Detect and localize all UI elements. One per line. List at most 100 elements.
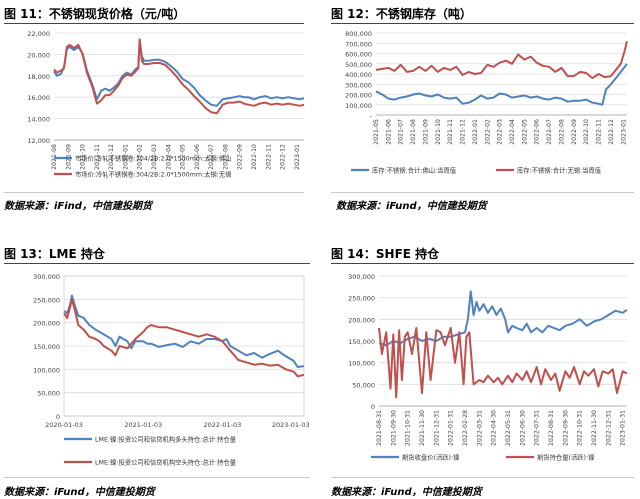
legend-label-1: 期货收盘价(活跃):镍 — [402, 453, 459, 462]
series-line-2 — [63, 298, 305, 378]
y-tick-label: 200,000 — [348, 316, 375, 324]
x-tick-label: 2023-01 — [294, 144, 301, 170]
fig11-bottom-rule — [4, 192, 304, 193]
y-tick-label: 50,000 — [352, 381, 375, 389]
x-tick-label: 2021-01-03 — [124, 421, 162, 429]
x-tick-label: 2022-02 — [484, 119, 491, 145]
x-tick-label: 2023-01 — [620, 119, 627, 145]
y-tick-label: 100,000 — [33, 366, 60, 374]
x-tick-label: 2022-09 — [237, 144, 244, 170]
fig12-top-rule — [331, 23, 634, 24]
x-tick-label: 2021-11 — [94, 144, 101, 170]
y-tick-label: 100,000 — [348, 360, 375, 368]
y-tick-label: 300,000 — [345, 81, 372, 89]
series-line-2 — [375, 40, 628, 80]
y-tick-label: 200,000 — [33, 320, 60, 328]
x-tick-label: 2022-04-30 — [491, 410, 498, 446]
fig12-source: 数据来源：iFund，中信建投期货 — [336, 201, 487, 212]
y-tick-label: 300,000 — [33, 273, 60, 281]
x-tick-label: 2021-05 — [373, 119, 380, 145]
series-line-2 — [378, 327, 628, 399]
x-tick-label: 2022-11-30 — [591, 410, 598, 446]
x-tick-label: 2021-06 — [385, 119, 392, 145]
x-tick-label: 2022-08 — [222, 144, 229, 170]
fig14-title: 图 14：SHFE 持仓 — [331, 247, 440, 261]
x-tick-label: 2022-06-30 — [519, 410, 526, 446]
x-tick-label: 2021-09 — [422, 119, 429, 145]
fig14-bottom-rule — [331, 477, 634, 478]
x-tick-label: 2021-07 — [398, 119, 405, 145]
x-tick-label: 2022-04 — [509, 119, 516, 145]
series-line-1 — [53, 40, 305, 107]
x-tick-label: 2021-12 — [460, 119, 467, 145]
y-tick-label: 0 — [371, 403, 375, 411]
x-tick-label: 2022-11 — [596, 119, 603, 145]
x-tick-label: 2023-01-31 — [620, 410, 627, 446]
x-tick-label: 2022-12 — [280, 144, 287, 170]
x-tick-label: 2022-01-03 — [204, 421, 242, 429]
x-tick-label: 2022-12-31 — [605, 410, 612, 446]
x-tick-label: 2022-09-30 — [562, 410, 569, 446]
x-tick-label: 2022-04 — [165, 144, 172, 170]
y-tick-label: 14,000 — [27, 116, 50, 124]
legend-label-2: 期货持仓量(活跃):镍 — [537, 453, 594, 462]
x-tick-label: 2022-02-28 — [462, 410, 469, 446]
y-tick-label: 150,000 — [348, 338, 375, 346]
legend-label-2: 库存:不锈钢:合计:无锡:当周值 — [517, 166, 602, 175]
y-tick-label: 12,000 — [27, 137, 50, 145]
y-tick-label: 800,000 — [345, 30, 372, 38]
fig13-top-rule — [4, 263, 310, 264]
x-tick-label: 2022-07 — [546, 119, 553, 145]
y-tick-label: - — [370, 112, 373, 120]
x-tick-label: 2021-12-31 — [433, 410, 440, 446]
series-line-1 — [63, 294, 305, 368]
y-tick-label: 500,000 — [345, 61, 372, 69]
x-tick-label: 2022-02 — [137, 144, 144, 170]
fig14-chart: 0 50,000 100,000 150,000 200,000 250,000 300,0… — [348, 273, 628, 462]
x-tick-label: 2021-10-31 — [405, 410, 412, 446]
y-tick-label: 250,000 — [348, 295, 375, 303]
plot-frame — [63, 275, 305, 417]
series-line-1 — [375, 63, 628, 106]
x-tick-label: 2022-12 — [608, 119, 615, 145]
y-tick-label: 16,000 — [27, 94, 50, 102]
fig14-top-rule — [331, 263, 634, 264]
x-tick-label: 2022-06 — [194, 144, 201, 170]
x-tick-label: 2022-03 — [497, 119, 504, 145]
x-tick-label: 2022-05 — [521, 119, 528, 145]
y-tick-label: 400,000 — [345, 71, 372, 79]
y-tick-label: 700,000 — [345, 40, 372, 48]
y-tick-label: 300,000 — [348, 273, 375, 281]
x-tick-label: 2022-10 — [251, 144, 258, 170]
y-tick-label: 22,000 — [27, 30, 50, 38]
x-tick-label: 2021-09-30 — [390, 410, 397, 446]
y-tick-label: 150,000 — [33, 343, 60, 351]
x-tick-label: 2022-10 — [583, 119, 590, 145]
y-tick-label: 200,000 — [345, 92, 372, 100]
y-tick-label: 600,000 — [345, 51, 372, 59]
x-tick-label: 2022-05-31 — [505, 410, 512, 446]
fig12-bottom-rule — [331, 192, 634, 193]
x-tick-label: 2021-12 — [108, 144, 115, 170]
fig13-chart: 0 50,000 100,000 150,000 200,000 250,000 300,0… — [33, 273, 310, 467]
legend-label-1: 库存:不锈钢:合计:佛山:当周值 — [372, 166, 457, 175]
x-tick-label: 2022-10-31 — [577, 410, 584, 446]
fig11-top-rule — [4, 23, 304, 24]
y-tick-label: 250,000 — [33, 296, 60, 304]
x-tick-label: 2020-01-03 — [45, 421, 83, 429]
fig12-chart: - 100,000 200,000 300,000 400,000 500,000 600,… — [345, 30, 628, 175]
fig11-title: 图 11：不锈钢现货价格（元/吨） — [4, 7, 186, 21]
x-tick-label: 2022-09 — [571, 119, 578, 145]
x-tick-label: 2021-11-30 — [419, 410, 426, 446]
x-tick-label: 2022-07 — [208, 144, 215, 170]
x-tick-label: 2022-03-31 — [476, 410, 483, 446]
y-tick-label: 18,000 — [27, 73, 50, 81]
x-tick-label: 2021-08 — [410, 119, 417, 145]
y-tick-label: 50,000 — [37, 390, 60, 398]
x-tick-label: 2022-08-31 — [548, 410, 555, 446]
legend-label-2: LME:镍:投资公司和信贷机构空头持仓:总计:持仓量 — [95, 458, 237, 467]
fig13-source: 数据来源：iFund，中信建投期货 — [4, 487, 155, 498]
x-tick-label: 2022-05 — [180, 144, 187, 170]
x-tick-label: 2023-01-03 — [272, 421, 310, 429]
legend-label-1: 市场价:冷轧不锈钢卷:304/2B:2.0*1500mm:太钢:佛山 — [75, 154, 231, 163]
